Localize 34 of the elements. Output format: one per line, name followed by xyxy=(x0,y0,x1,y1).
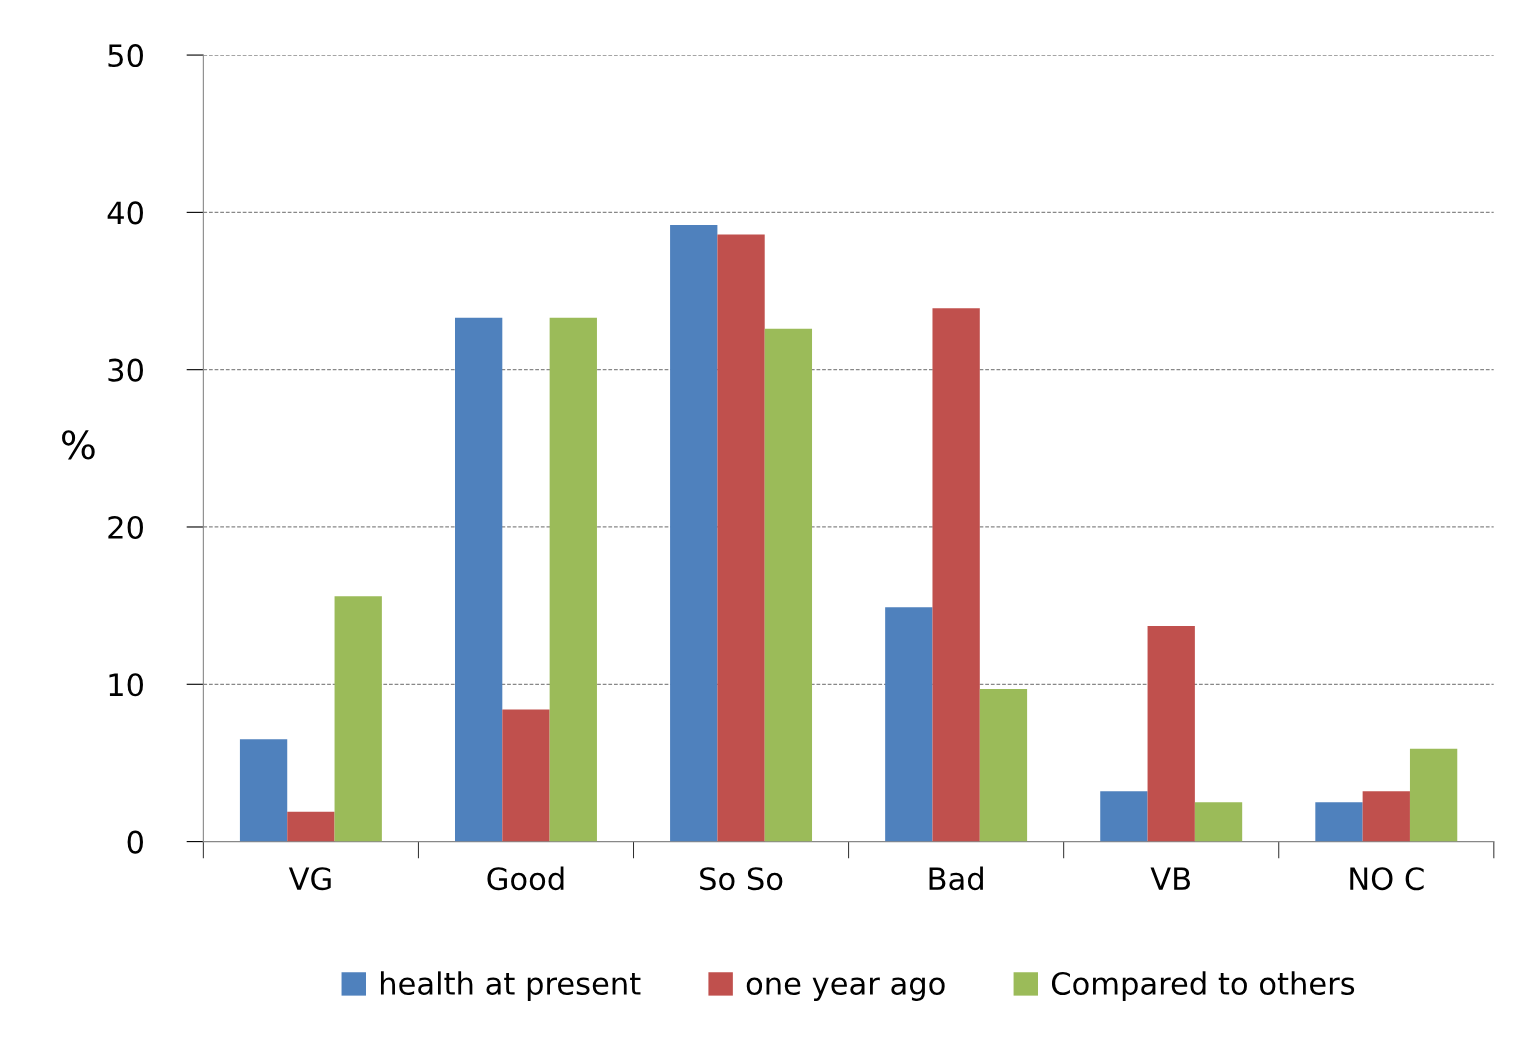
bar xyxy=(1100,791,1148,842)
bar xyxy=(1315,802,1363,842)
bar xyxy=(334,596,382,842)
x-tick-label: Good xyxy=(487,866,564,891)
legend-label: Compared to others xyxy=(1051,971,1355,1001)
bar xyxy=(455,317,503,842)
y-tick-label: 0 xyxy=(127,830,143,854)
legend-label: one year ago xyxy=(746,977,945,1001)
y-tick-label: 30 xyxy=(108,358,143,382)
bar xyxy=(1409,748,1458,842)
bar xyxy=(502,709,550,842)
bar xyxy=(670,224,718,842)
x-tick-label: VB xyxy=(1150,867,1190,890)
x-tick-label: Bad xyxy=(929,866,983,891)
y-tick-label: 10 xyxy=(109,673,143,697)
bar xyxy=(717,234,765,842)
y-tick-label: 40 xyxy=(107,201,143,225)
bar xyxy=(1147,626,1195,842)
x-tick-label: So So xyxy=(700,867,783,891)
bar xyxy=(549,317,597,842)
x-tick-label: VG xyxy=(288,867,331,891)
bar xyxy=(1194,802,1243,842)
legend-label: health at present xyxy=(380,971,641,1001)
bar xyxy=(932,308,980,842)
bar xyxy=(287,811,335,842)
bar xyxy=(979,689,1028,842)
y-tick-label: 50 xyxy=(108,44,143,68)
bar xyxy=(1362,791,1410,842)
x-tick-label: NO C xyxy=(1350,867,1424,891)
bar xyxy=(885,607,933,842)
y-tick-label: 20 xyxy=(108,515,143,540)
y-axis-title: % xyxy=(62,430,95,460)
bar xyxy=(764,328,813,842)
bar xyxy=(239,739,288,842)
